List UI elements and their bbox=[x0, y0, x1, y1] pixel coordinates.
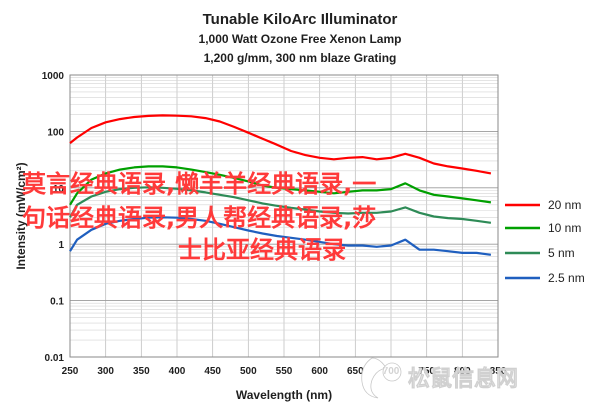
legend-label: 20 nm bbox=[548, 198, 581, 212]
x-tick-label: 600 bbox=[311, 366, 328, 377]
squirrel-logo-icon bbox=[361, 357, 402, 399]
y-tick-label: 0.1 bbox=[50, 297, 64, 308]
x-axis-label: Wavelength (nm) bbox=[236, 388, 332, 402]
chart-subtitle-2: 1,200 g/mm, 300 nm blaze Grating bbox=[204, 51, 397, 65]
x-axis-ticks: 250300350400450500550600650700750800850 bbox=[62, 366, 507, 377]
x-tick-label: 350 bbox=[133, 366, 150, 377]
y-axis-ticks: 0.01 0.1 1 10 100 1000 bbox=[42, 71, 65, 364]
series-line-10-nm bbox=[69, 165, 492, 206]
legend-label: 2.5 nm bbox=[548, 271, 585, 285]
site-logo-watermark: 松鼠信息网 bbox=[361, 357, 518, 399]
x-tick-label: 800 bbox=[454, 366, 471, 377]
y-tick-label: 10 bbox=[53, 184, 65, 195]
x-tick-label: 650 bbox=[347, 366, 364, 377]
chart-title: Tunable KiloArc Illuminator bbox=[203, 11, 398, 28]
series-line-5-nm bbox=[69, 186, 492, 224]
overlay-line-1: 莫言经典语录,懒羊羊经典语录,一 bbox=[22, 170, 376, 198]
y-axis-label: Intensity (mW/cm²) bbox=[14, 162, 28, 269]
overlay-caption: 莫言经典语录,懒羊羊经典语录,一 句话经典语录,男人帮经典语录,莎 士比亚经典语… bbox=[22, 170, 376, 264]
x-tick-label: 450 bbox=[204, 366, 221, 377]
x-tick-label: 750 bbox=[418, 366, 435, 377]
x-tick-label: 300 bbox=[97, 366, 114, 377]
y-tick-label: 100 bbox=[47, 127, 64, 138]
legend: 20 nm 10 nm 5 nm 2.5 nm bbox=[505, 198, 585, 285]
y-tick-label: 0.01 bbox=[45, 353, 65, 364]
overlay-line-3: 士比亚经典语录 bbox=[178, 236, 346, 264]
series-line-20-nm bbox=[69, 114, 492, 175]
legend-label: 5 nm bbox=[548, 246, 575, 260]
x-tick-label: 400 bbox=[169, 366, 186, 377]
x-tick-label: 850 bbox=[490, 366, 507, 377]
series-line-2-5-nm bbox=[69, 216, 492, 256]
y-tick-label: 1000 bbox=[42, 71, 65, 82]
y-tick-label: 1 bbox=[58, 240, 64, 251]
legend-label: 10 nm bbox=[548, 221, 581, 235]
series-group bbox=[69, 114, 492, 256]
x-tick-label: 500 bbox=[240, 366, 257, 377]
x-tick-label: 250 bbox=[62, 366, 79, 377]
site-logo-text: 松鼠信息网 bbox=[408, 366, 518, 392]
x-tick-label: 550 bbox=[276, 366, 293, 377]
overlay-line-2: 句话经典语录,男人帮经典语录,莎 bbox=[22, 204, 376, 232]
chart-subtitle-1: 1,000 Watt Ozone Free Xenon Lamp bbox=[199, 32, 402, 46]
